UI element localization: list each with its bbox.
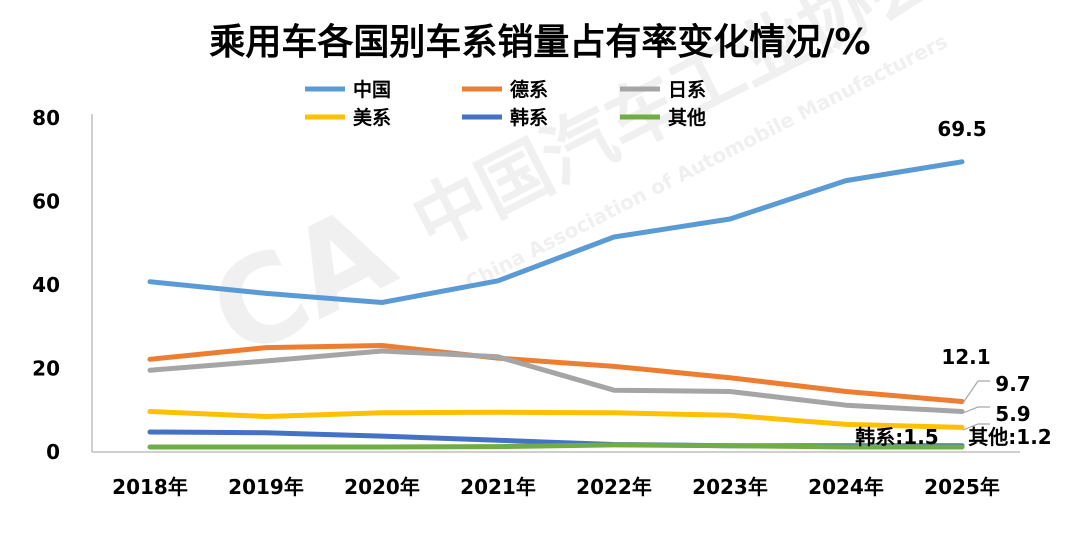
legend-item-德系: 德系 xyxy=(462,78,548,101)
x-tick-label: 2025年 xyxy=(924,475,1000,499)
y-tick-label: 20 xyxy=(32,357,60,381)
legend-label: 其他 xyxy=(668,106,706,129)
axes: 0 20 40 60 80 2018年 2019年 2020年 2021年 2022年 2023年 2… xyxy=(32,106,1020,499)
legend-item-日系: 日系 xyxy=(620,79,706,101)
chart-title: 乘用车各国别车系销量占有率变化情况/% xyxy=(209,21,870,63)
x-tick-label: 2019年 xyxy=(228,475,304,499)
leader-line xyxy=(962,423,990,431)
legend-label: 中国 xyxy=(353,78,391,101)
legend-item-其他: 其他 xyxy=(620,106,706,129)
series-line-德系 xyxy=(147,343,965,404)
series-group xyxy=(147,159,965,450)
legend-item-美系: 美系 xyxy=(305,106,391,129)
y-tick-label: 0 xyxy=(46,440,60,464)
x-tick-label: 2023年 xyxy=(692,475,768,499)
data-label: 69.5 xyxy=(937,117,986,141)
leader-line xyxy=(962,406,990,414)
x-tick-label: 2018年 xyxy=(112,475,188,499)
x-tick-label: 2022年 xyxy=(576,475,652,499)
x-tick-label: 2020年 xyxy=(344,475,420,499)
y-tick-label: 40 xyxy=(32,273,60,297)
series-line-美系 xyxy=(147,409,965,430)
y-tick-label: 60 xyxy=(32,190,60,214)
legend-item-韩系: 韩系 xyxy=(462,106,548,129)
data-label: 其他:1.2 xyxy=(968,425,1051,449)
series-line-日系 xyxy=(147,348,965,414)
data-label: 韩系:1.5 xyxy=(855,425,938,449)
data-label: 9.7 xyxy=(995,372,1030,396)
legend-label: 日系 xyxy=(668,79,706,101)
legend-label: 美系 xyxy=(353,106,391,129)
data-label: 12.1 xyxy=(941,345,990,369)
data-labels: 69.5 12.19.7 5.9 韩系:1.5 其他:1.2 xyxy=(855,117,1051,449)
x-tick-label: 2021年 xyxy=(460,475,536,499)
legend-label: 韩系 xyxy=(510,106,548,129)
y-tick-label: 80 xyxy=(32,106,60,130)
legend-label: 德系 xyxy=(510,78,548,101)
series-line-中国 xyxy=(147,159,965,305)
legend-item-中国: 中国 xyxy=(305,78,391,101)
watermark-logo: CA xyxy=(190,180,414,386)
data-label: 5.9 xyxy=(995,402,1030,426)
x-tick-label: 2024年 xyxy=(808,475,884,499)
series-line-其他 xyxy=(147,442,965,450)
leader-line xyxy=(962,380,990,404)
